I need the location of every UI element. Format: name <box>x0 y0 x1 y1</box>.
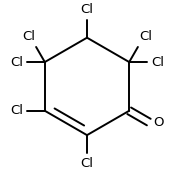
Text: O: O <box>153 116 164 129</box>
Text: Cl: Cl <box>81 3 93 16</box>
Text: Cl: Cl <box>81 157 93 170</box>
Text: Cl: Cl <box>10 104 23 117</box>
Text: Cl: Cl <box>10 56 23 69</box>
Text: Cl: Cl <box>139 30 152 43</box>
Text: Cl: Cl <box>22 30 35 43</box>
Text: Cl: Cl <box>151 56 164 69</box>
